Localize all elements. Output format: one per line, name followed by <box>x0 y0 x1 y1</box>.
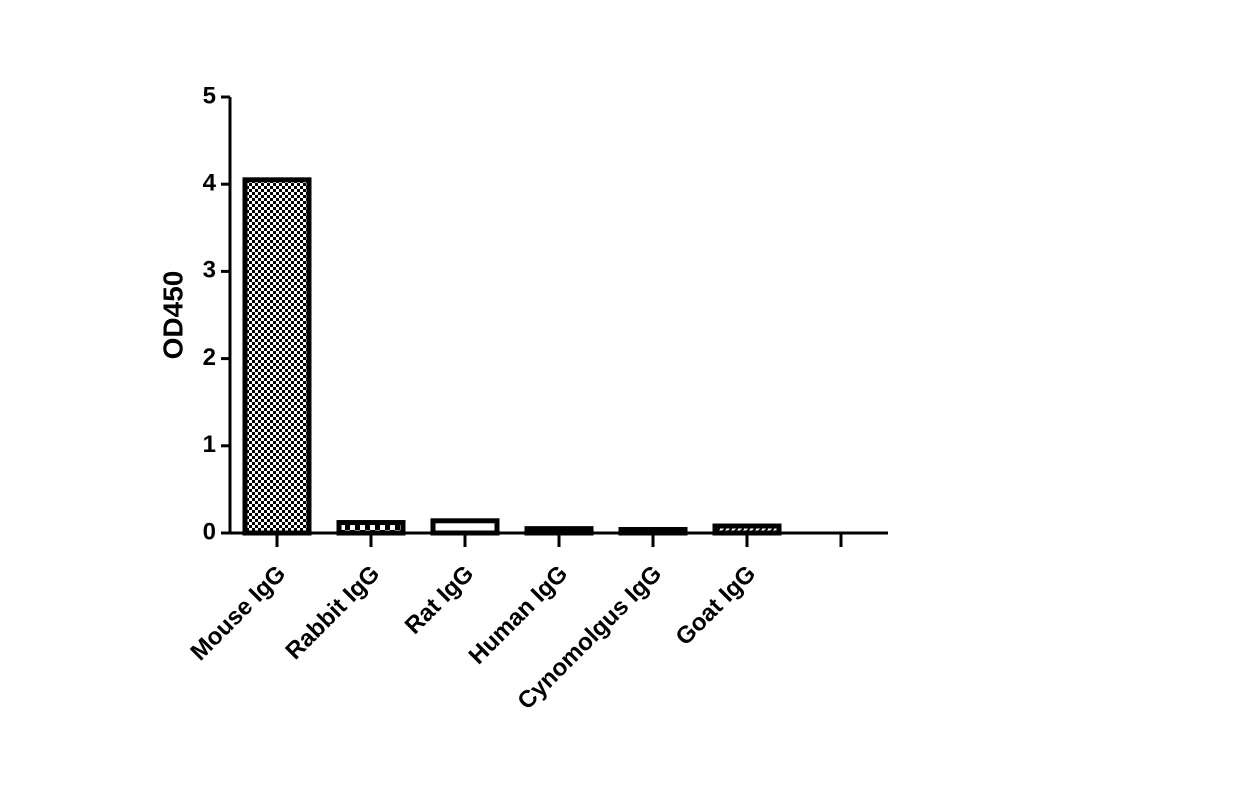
y-tick-label: 0 <box>203 518 216 545</box>
y-tick-label: 2 <box>203 344 216 371</box>
y-tick-label: 4 <box>203 170 217 197</box>
x-tick-label: Goat IgG <box>670 560 761 651</box>
bar <box>242 177 312 536</box>
bar <box>336 520 406 536</box>
y-axis-label: OD450 <box>157 271 188 360</box>
y-tick-label: 1 <box>203 431 216 458</box>
x-tick-label: Rat IgG <box>400 560 479 639</box>
x-tick-label: Mouse IgG <box>185 560 291 666</box>
bar <box>430 518 500 536</box>
x-tick-label: Rabbit IgG <box>280 560 385 665</box>
y-tick-label: 5 <box>203 82 216 109</box>
y-tick-label: 3 <box>203 257 216 284</box>
